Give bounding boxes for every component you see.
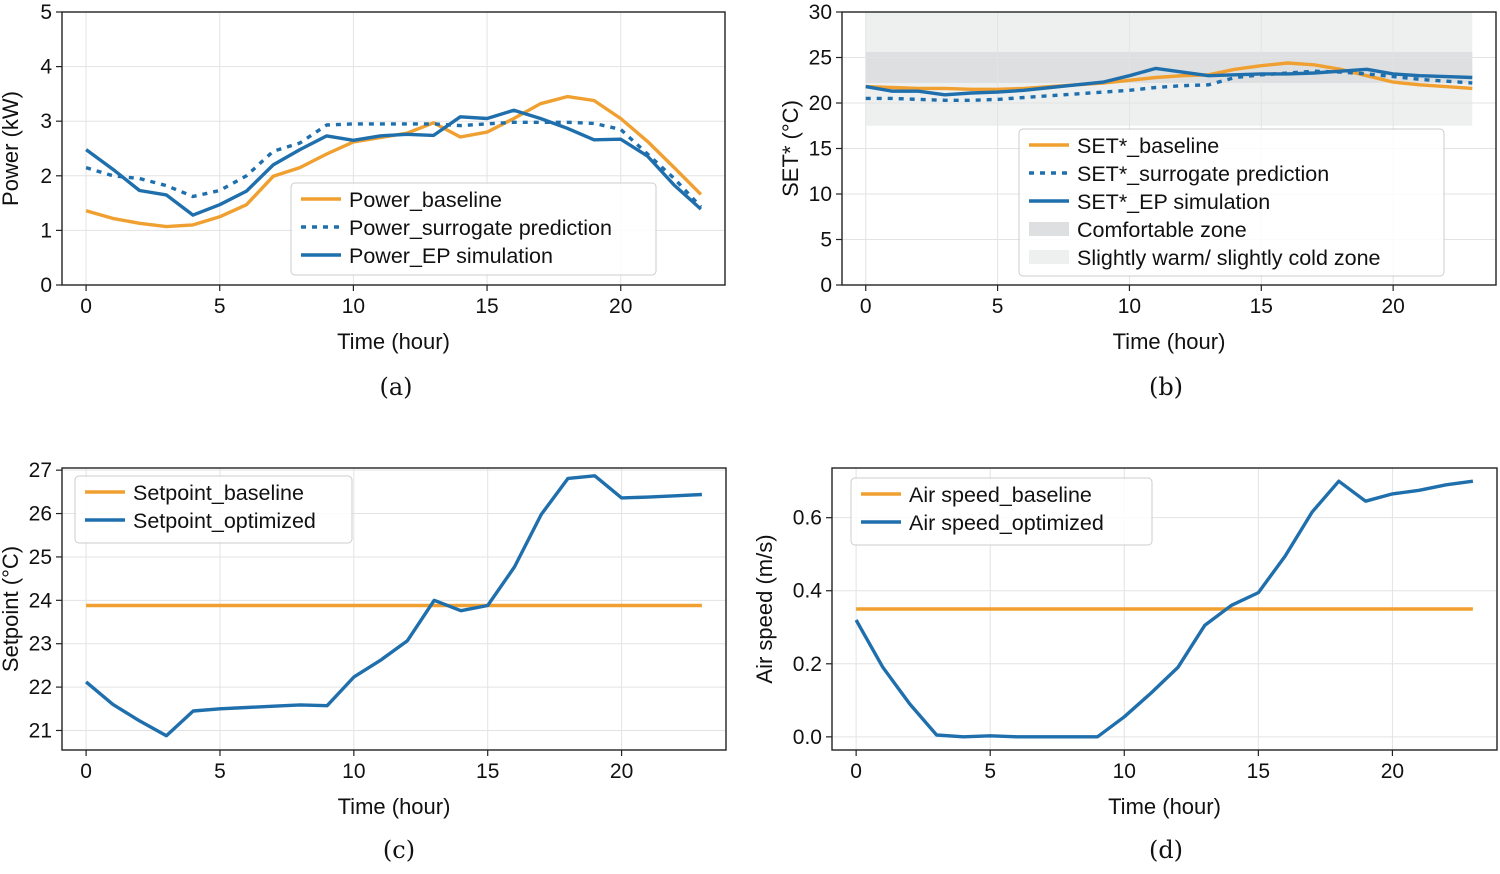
y-tick-label: 30 [809, 1, 832, 24]
legend-label: SET*_baseline [1077, 134, 1219, 158]
y-tick-label: 0 [820, 274, 832, 297]
legend-box-d [850, 477, 1153, 546]
y-tick-label: 5 [40, 1, 52, 24]
y-tick-label: 26 [29, 503, 52, 526]
legend-label: Power_EP simulation [349, 244, 553, 268]
legend-box-a [290, 182, 657, 276]
y-tick-label: 2 [40, 165, 52, 188]
y-tick-label: 23 [29, 633, 52, 656]
x-tick-label: 10 [342, 295, 365, 318]
y-tick-label: 24 [29, 589, 53, 612]
panel-d: 0 5 10 15 20 0.0 0.2 0.4 0.6 Time (hour) Air speed… [752, 467, 1498, 864]
x-tick-label: 20 [1381, 295, 1404, 318]
x-tick-label: 15 [476, 760, 499, 783]
x-tick-label: 5 [992, 295, 1004, 318]
y-tick-label: 0.0 [793, 726, 822, 749]
x-tick-label: 0 [850, 760, 862, 783]
x-axis-label: Time (hour) [338, 794, 451, 819]
legend-label: Power_baseline [349, 188, 502, 212]
x-tick-label: 0 [80, 760, 92, 783]
y-tick-label: 21 [29, 719, 52, 742]
legend-label: SET*_EP simulation [1077, 190, 1270, 214]
legend-swatch [1029, 222, 1069, 236]
x-tick-label: 20 [609, 295, 632, 318]
y-tick-label: 0.2 [793, 653, 822, 676]
x-tick-label: 5 [214, 760, 226, 783]
panel-c: 0 5 10 15 20 21 22 23 24 25 26 27 Time (hour) Setpoin… [0, 459, 727, 864]
y-tick-label: 0.4 [793, 580, 823, 603]
series-line-a-1 [85, 120, 703, 209]
y-axis-label: SET* (°C) [778, 100, 803, 197]
y-tick-label: 25 [29, 546, 52, 569]
legend-label: SET*_surrogate prediction [1077, 162, 1329, 186]
x-tick-label: 15 [1250, 295, 1273, 318]
y-axis-label: Air speed (m/s) [752, 534, 777, 683]
x-tick-label: 10 [1113, 760, 1136, 783]
x-axis-label: Time (hour) [1108, 794, 1221, 819]
series-line-b-1 [865, 69, 1473, 103]
legend-label: Slightly warm/ slightly cold zone [1077, 246, 1381, 270]
series-line-a-2 [85, 108, 703, 217]
y-tick-label: 27 [29, 459, 52, 482]
panel-caption: (d) [1149, 836, 1183, 864]
panel-caption: (c) [383, 836, 415, 864]
x-axis-label: Time (hour) [1113, 329, 1226, 354]
legend-label: Setpoint_optimized [133, 509, 316, 533]
legend-label: Power_surrogate prediction [349, 216, 612, 240]
y-tick-label: 3 [40, 110, 52, 133]
x-tick-label: 10 [1118, 295, 1141, 318]
y-axis-label: Setpoint (°C) [0, 546, 23, 672]
y-tick-label: 5 [820, 229, 832, 252]
plot-frame-a [61, 11, 726, 286]
legend-label: Comfortable zone [1077, 218, 1247, 242]
legend-label: Air speed_baseline [909, 483, 1092, 507]
y-tick-label: 0.6 [793, 507, 822, 530]
legend-label: Setpoint_baseline [133, 481, 304, 505]
x-tick-label: 20 [610, 760, 633, 783]
x-tick-label: 10 [342, 760, 365, 783]
y-tick-label: 0 [40, 274, 52, 297]
x-tick-label: 20 [1381, 760, 1404, 783]
y-tick-label: 15 [809, 138, 832, 161]
panel-a: 0 5 10 15 20 0 1 2 3 4 5 Time (hour) Power (kW) Power… [0, 1, 726, 401]
panel-b: 0 5 10 15 20 0 5 10 15 20 25 30 Time (hour) SET* (°C)… [778, 1, 1497, 401]
y-tick-label: 10 [809, 183, 832, 206]
legend-box-c [74, 475, 353, 544]
x-tick-label: 0 [860, 295, 872, 318]
y-tick-label: 25 [809, 47, 832, 70]
y-axis-label: Power (kW) [0, 91, 23, 206]
x-tick-label: 5 [214, 295, 226, 318]
series-line-d-1 [854, 479, 1474, 739]
x-tick-label: 15 [1247, 760, 1270, 783]
series-line-c-1 [85, 474, 702, 738]
y-tick-label: 4 [40, 56, 52, 79]
legend-label: Air speed_optimized [909, 511, 1104, 535]
panel-caption: (a) [379, 373, 412, 401]
plot-frame-d [831, 467, 1498, 751]
x-axis-label: Time (hour) [337, 329, 450, 354]
y-tick-label: 20 [809, 92, 832, 115]
x-tick-label: 0 [80, 295, 92, 318]
x-tick-label: 15 [475, 295, 498, 318]
y-tick-label: 1 [40, 219, 52, 242]
x-tick-label: 5 [984, 760, 996, 783]
y-tick-label: 22 [29, 676, 52, 699]
legend-box-b [1018, 128, 1445, 277]
plot-frame-c [61, 467, 727, 751]
series-line-b-0 [865, 61, 1473, 92]
legend-swatch [1029, 250, 1069, 264]
series-line-b-2 [865, 66, 1473, 97]
panel-caption: (b) [1149, 373, 1183, 401]
